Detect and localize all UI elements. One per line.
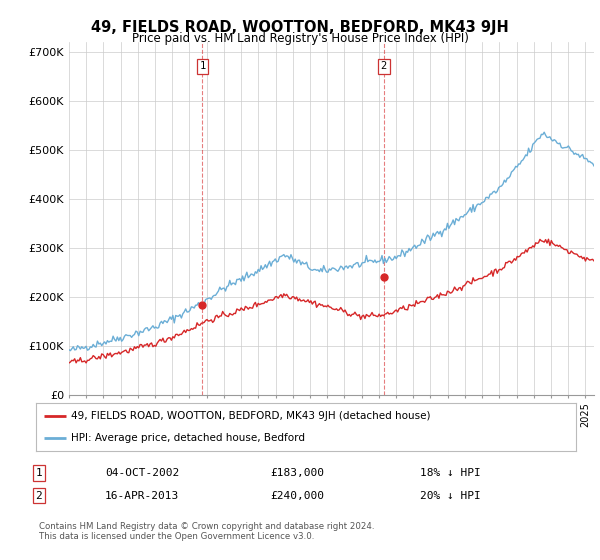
Text: 1: 1 [35,468,43,478]
Text: Price paid vs. HM Land Registry's House Price Index (HPI): Price paid vs. HM Land Registry's House … [131,32,469,45]
Text: 04-OCT-2002: 04-OCT-2002 [105,468,179,478]
Text: Contains HM Land Registry data © Crown copyright and database right 2024.
This d: Contains HM Land Registry data © Crown c… [39,522,374,542]
Text: £240,000: £240,000 [270,491,324,501]
Text: 2: 2 [35,491,43,501]
Text: 16-APR-2013: 16-APR-2013 [105,491,179,501]
Text: HPI: Average price, detached house, Bedford: HPI: Average price, detached house, Bedf… [71,433,305,443]
Text: 49, FIELDS ROAD, WOOTTON, BEDFORD, MK43 9JH (detached house): 49, FIELDS ROAD, WOOTTON, BEDFORD, MK43 … [71,411,431,421]
Text: 49, FIELDS ROAD, WOOTTON, BEDFORD, MK43 9JH: 49, FIELDS ROAD, WOOTTON, BEDFORD, MK43 … [91,20,509,35]
Text: 18% ↓ HPI: 18% ↓ HPI [420,468,481,478]
Text: 20% ↓ HPI: 20% ↓ HPI [420,491,481,501]
Text: 2: 2 [381,62,387,72]
Text: £183,000: £183,000 [270,468,324,478]
Text: 1: 1 [199,62,206,72]
